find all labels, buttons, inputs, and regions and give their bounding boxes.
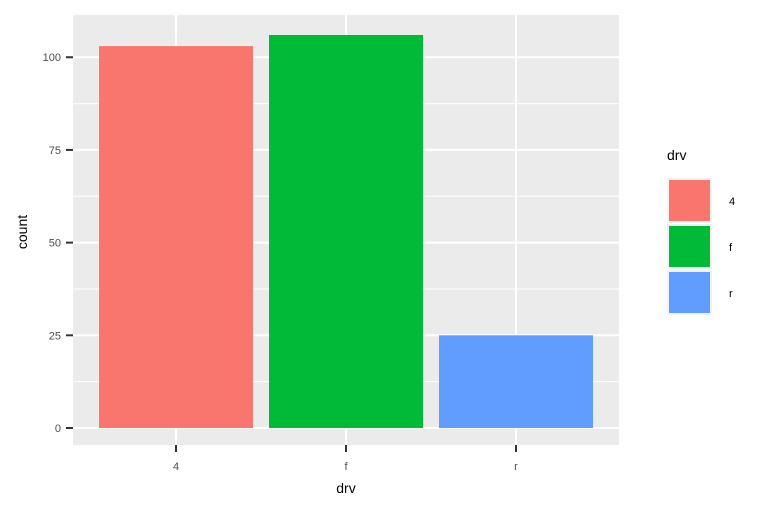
y-tick-label: 50 (49, 238, 61, 250)
legend-swatch (669, 272, 710, 313)
x-axis-title: drv (336, 480, 355, 496)
bar-r (439, 335, 593, 428)
bar-f (269, 35, 423, 428)
legend-label: r (729, 288, 733, 300)
legend-keys: 4 f r (667, 178, 735, 315)
bars (99, 35, 593, 428)
y-tick-label: 75 (49, 145, 61, 157)
legend-title: drv (667, 147, 686, 163)
legend-swatch (669, 226, 710, 267)
bar-4 (99, 46, 253, 428)
y-axis-title: count (14, 215, 30, 249)
x-tick-label: r (514, 461, 518, 473)
y-tick-label: 100 (43, 52, 61, 64)
legend-swatch (669, 180, 710, 221)
y-tick-label: 25 (49, 330, 61, 342)
y-axis: 0 25 50 75 100 (43, 52, 73, 435)
x-tick-label: 4 (173, 461, 179, 473)
legend-label: 4 (729, 196, 735, 208)
x-tick-label: f (344, 461, 348, 473)
x-axis: 4 f r (173, 445, 518, 473)
legend: drv 4 f r (667, 147, 735, 315)
legend-label: f (729, 242, 733, 254)
y-tick-label: 0 (55, 423, 61, 435)
